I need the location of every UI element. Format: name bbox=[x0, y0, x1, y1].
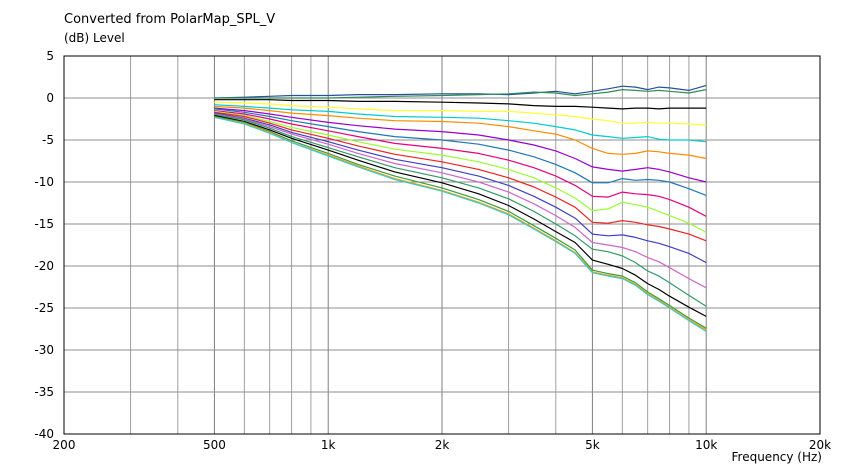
y-tick-label: -5 bbox=[42, 133, 54, 147]
x-tick-label: 2k bbox=[435, 438, 450, 452]
series-line-18 bbox=[214, 116, 707, 333]
series-line-11 bbox=[214, 111, 707, 242]
x-axis-label: Frequency (Hz) bbox=[731, 450, 823, 464]
x-tick-label: 20k bbox=[809, 438, 831, 452]
series-line-14 bbox=[214, 114, 707, 307]
x-tick-label: 200 bbox=[53, 438, 76, 452]
series-line-9 bbox=[214, 110, 707, 217]
series-line-15 bbox=[214, 115, 707, 317]
x-tick-label: 500 bbox=[203, 438, 226, 452]
y-tick-label: -15 bbox=[34, 217, 54, 231]
y-tick-label: -25 bbox=[34, 301, 54, 315]
y-tick-label: -30 bbox=[34, 343, 54, 357]
y-tick-label: -35 bbox=[34, 385, 54, 399]
y-tick-label: -40 bbox=[34, 427, 54, 441]
x-tick-label: 5k bbox=[585, 438, 600, 452]
y-tick-label: -20 bbox=[34, 259, 54, 273]
series-line-12 bbox=[214, 112, 707, 264]
series-line-3 bbox=[214, 99, 707, 110]
x-tick-labels: 200 500 1k 2k 5k 10k 20k bbox=[53, 438, 832, 452]
series-line-6 bbox=[214, 105, 707, 160]
series-line-10 bbox=[214, 110, 707, 233]
x-tick-label: 10k bbox=[695, 438, 717, 452]
y-tick-label: 5 bbox=[46, 49, 54, 63]
x-tick-label: 1k bbox=[321, 438, 336, 452]
series-line-16 bbox=[214, 115, 707, 329]
series-line-8 bbox=[214, 108, 707, 196]
y-tick-label: -10 bbox=[34, 175, 54, 189]
series-line-2 bbox=[214, 88, 707, 99]
series-line-5 bbox=[214, 104, 707, 143]
grid bbox=[64, 56, 820, 434]
series-group bbox=[214, 84, 707, 333]
y-axis-label: (dB) Level bbox=[64, 31, 125, 45]
y-tick-labels: 5 0 -5 -10 -15 -20 -25 -30 -35 -40 bbox=[34, 49, 54, 441]
series-line-4 bbox=[214, 101, 707, 126]
chart-title: Converted from PolarMap_SPL_V bbox=[64, 12, 276, 27]
series-line-13 bbox=[214, 113, 707, 289]
series-line-1 bbox=[214, 84, 707, 99]
plot-frame bbox=[63, 55, 821, 435]
series-line-7 bbox=[214, 107, 707, 183]
y-tick-label: 0 bbox=[46, 91, 54, 105]
